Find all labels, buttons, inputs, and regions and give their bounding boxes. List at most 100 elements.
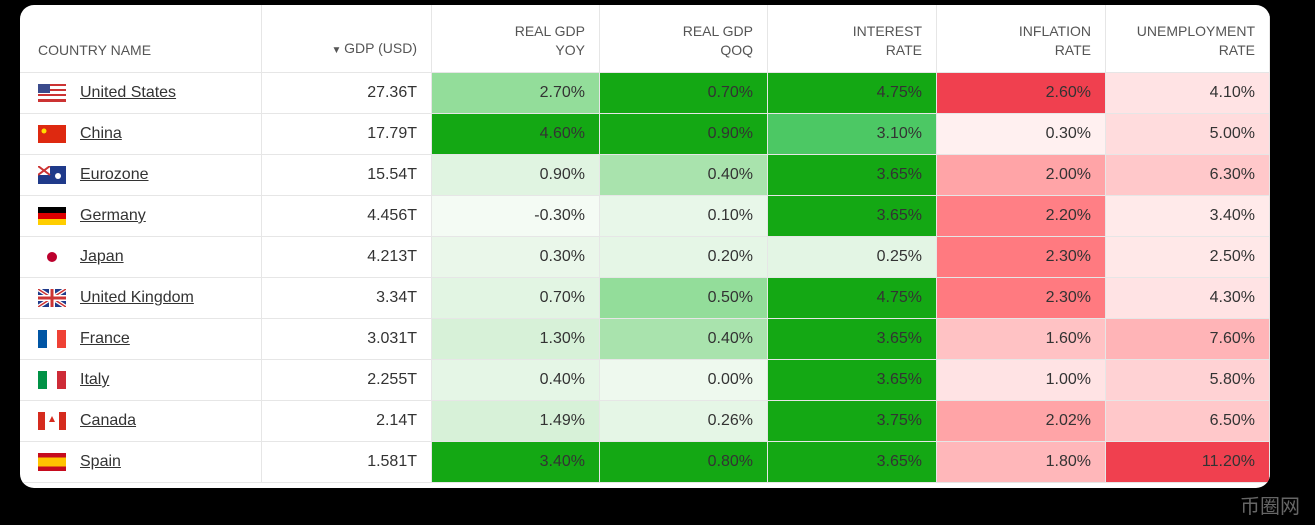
value-cell: 0.26% — [600, 401, 768, 442]
column-header: REAL GDP YOY — [432, 5, 600, 73]
header-text: REAL GDP — [682, 23, 753, 39]
country-cell: China — [20, 114, 262, 155]
value-cell: 2.60% — [937, 73, 1106, 114]
value-cell: 3.40% — [1106, 196, 1270, 237]
value-cell: 4.75% — [768, 73, 937, 114]
country-cell: France — [20, 319, 262, 360]
column-header: INTEREST RATE — [768, 5, 937, 73]
value-cell: 2.30% — [937, 278, 1106, 319]
table: COUNTRY NAME ▼ GDP (USD) REAL GDP YOY REAL G… — [20, 5, 1270, 488]
column-header: INFLATION RATE — [937, 5, 1106, 73]
value-cell: 2.14T — [262, 401, 432, 442]
value-cell: 4.213T — [262, 237, 432, 278]
country-link[interactable]: Eurozone — [80, 166, 149, 183]
flag-icon — [38, 453, 66, 471]
value-cell: 1.49% — [432, 401, 600, 442]
header-text: REAL GDP — [514, 23, 585, 39]
value-cell: 1.00% — [937, 360, 1106, 401]
value-cell: 3.65% — [768, 155, 937, 196]
value-cell: 27.36T — [262, 73, 432, 114]
value-cell: -0.30% — [432, 196, 600, 237]
country-cell: Canada — [20, 401, 262, 442]
value-cell: 4.30% — [1106, 278, 1270, 319]
value-cell: 5.80% — [1106, 360, 1270, 401]
value-cell: 4.75% — [768, 278, 937, 319]
value-cell: 0.50% — [600, 278, 768, 319]
country-link[interactable]: Italy — [80, 371, 110, 388]
column-header: UNEMPLOYMENT RATE — [1106, 5, 1270, 73]
value-cell: 0.00% — [600, 360, 768, 401]
value-cell: 0.70% — [600, 73, 768, 114]
column-header[interactable]: ▼ GDP (USD) — [262, 5, 432, 73]
value-cell: 17.79T — [262, 114, 432, 155]
value-cell: 1.80% — [937, 442, 1106, 483]
value-cell: 2.70% — [432, 73, 600, 114]
country-cell: Japan — [20, 237, 262, 278]
value-cell: 0.40% — [432, 360, 600, 401]
header-text: INTEREST — [852, 23, 922, 39]
value-cell: 4.456T — [262, 196, 432, 237]
country-cell: Spain — [20, 442, 262, 483]
value-cell: 11.20% — [1106, 442, 1270, 483]
flag-icon — [38, 330, 66, 348]
value-cell: 0.70% — [432, 278, 600, 319]
value-cell: 0.40% — [600, 155, 768, 196]
country-link[interactable]: Spain — [80, 453, 121, 470]
value-cell: 3.65% — [768, 319, 937, 360]
country-cell: Italy — [20, 360, 262, 401]
column-header: REAL GDP QOQ — [600, 5, 768, 73]
country-link[interactable]: Germany — [80, 207, 146, 224]
value-cell: 0.30% — [937, 114, 1106, 155]
value-cell: 1.30% — [432, 319, 600, 360]
value-cell: 0.40% — [600, 319, 768, 360]
header-text: UNEMPLOYMENT — [1136, 23, 1255, 39]
header-text: RATE — [1054, 42, 1091, 58]
flag-icon — [38, 125, 66, 143]
value-cell: 0.10% — [600, 196, 768, 237]
country-cell: Germany — [20, 196, 262, 237]
value-cell: 0.80% — [600, 442, 768, 483]
country-link[interactable]: China — [80, 125, 122, 142]
value-cell: 0.25% — [768, 237, 937, 278]
value-cell: 2.255T — [262, 360, 432, 401]
value-cell: 3.65% — [768, 196, 937, 237]
value-cell: 3.10% — [768, 114, 937, 155]
country-cell: United Kingdom — [20, 278, 262, 319]
value-cell: 0.90% — [432, 155, 600, 196]
flag-icon — [38, 207, 66, 225]
header-text: QOQ — [720, 42, 753, 58]
value-cell: 0.30% — [432, 237, 600, 278]
country-cell: United States — [20, 73, 262, 114]
country-link[interactable]: Japan — [80, 248, 124, 265]
header-text: COUNTRY NAME — [38, 42, 152, 58]
sort-icon: ▼ — [331, 45, 345, 56]
value-cell: 3.75% — [768, 401, 937, 442]
value-cell: 6.50% — [1106, 401, 1270, 442]
value-cell: 3.34T — [262, 278, 432, 319]
header-text: YOY — [555, 42, 585, 58]
value-cell: 1.60% — [937, 319, 1106, 360]
value-cell: 3.65% — [768, 360, 937, 401]
flag-icon — [38, 84, 66, 102]
value-cell: 2.30% — [937, 237, 1106, 278]
value-cell: 3.40% — [432, 442, 600, 483]
watermark: 币圈网 — [1240, 496, 1300, 518]
country-link[interactable]: United Kingdom — [80, 289, 194, 306]
value-cell: 4.10% — [1106, 73, 1270, 114]
value-cell: 3.65% — [768, 442, 937, 483]
flag-icon — [38, 166, 66, 184]
country-link[interactable]: Canada — [80, 412, 137, 429]
flag-icon — [38, 289, 66, 307]
value-cell: 2.20% — [937, 196, 1106, 237]
country-link[interactable]: United States — [80, 84, 177, 101]
value-cell: 2.50% — [1106, 237, 1270, 278]
country-link[interactable]: France — [80, 330, 130, 347]
header-text: RATE — [885, 42, 922, 58]
header-text: INFLATION — [1018, 23, 1091, 39]
value-cell: 1.581T — [262, 442, 432, 483]
value-cell: 2.02% — [937, 401, 1106, 442]
value-cell: 4.60% — [432, 114, 600, 155]
header-text: ▼ GDP (USD) — [331, 39, 417, 60]
flag-icon — [38, 248, 66, 266]
value-cell: 7.60% — [1106, 319, 1270, 360]
